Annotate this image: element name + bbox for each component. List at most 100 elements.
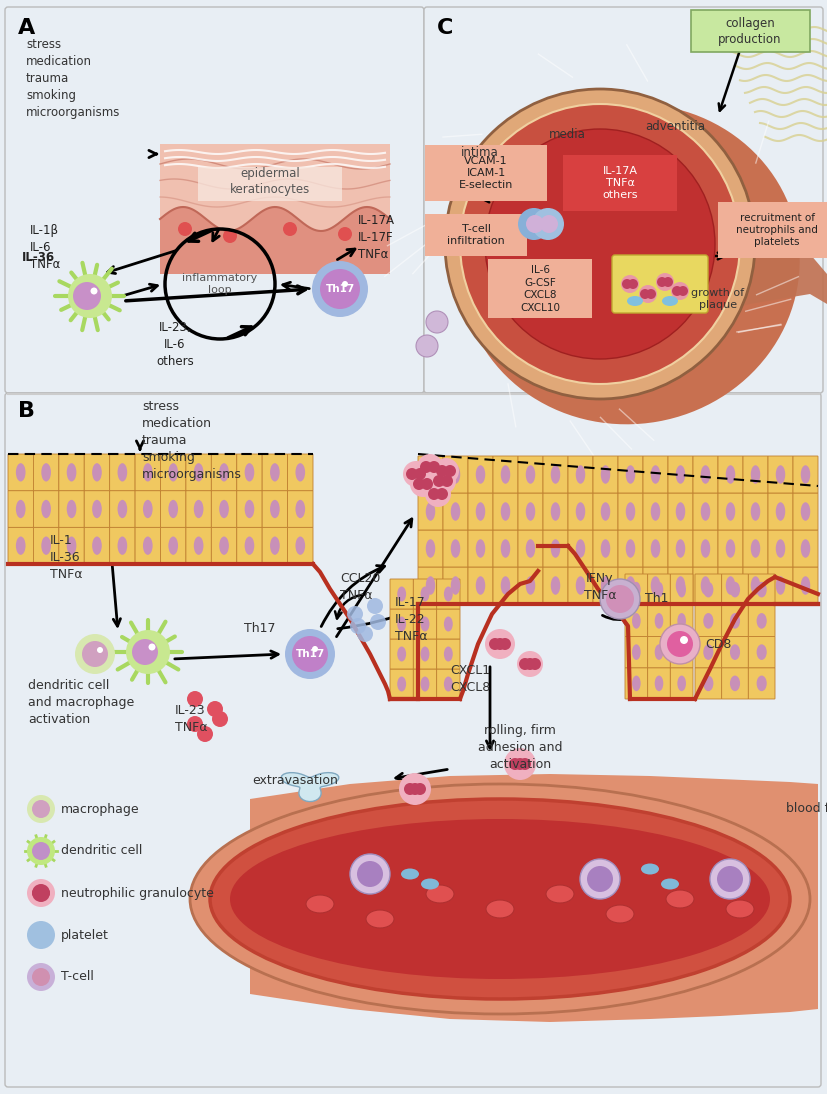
Ellipse shape <box>726 577 735 595</box>
Ellipse shape <box>677 676 686 691</box>
FancyBboxPatch shape <box>543 456 568 493</box>
Ellipse shape <box>306 895 334 913</box>
FancyBboxPatch shape <box>33 454 59 491</box>
Ellipse shape <box>230 819 770 979</box>
Ellipse shape <box>662 296 678 306</box>
FancyBboxPatch shape <box>33 491 59 527</box>
FancyBboxPatch shape <box>493 493 518 529</box>
FancyBboxPatch shape <box>568 529 593 567</box>
Circle shape <box>285 629 335 679</box>
FancyBboxPatch shape <box>414 609 437 639</box>
Circle shape <box>413 478 425 490</box>
Ellipse shape <box>461 104 800 424</box>
Circle shape <box>485 129 715 359</box>
Ellipse shape <box>117 500 127 519</box>
FancyBboxPatch shape <box>5 393 821 1087</box>
Text: stress
medication
trauma
smoking
microorganisms: stress medication trauma smoking microor… <box>26 38 121 119</box>
FancyBboxPatch shape <box>84 454 110 491</box>
Circle shape <box>409 783 421 795</box>
FancyBboxPatch shape <box>648 637 671 667</box>
Circle shape <box>580 859 620 899</box>
Circle shape <box>416 335 438 357</box>
FancyBboxPatch shape <box>718 456 743 493</box>
Circle shape <box>75 635 115 674</box>
Ellipse shape <box>757 582 767 597</box>
Ellipse shape <box>576 577 586 595</box>
Ellipse shape <box>526 502 535 521</box>
Ellipse shape <box>397 586 406 602</box>
Ellipse shape <box>476 577 485 595</box>
Circle shape <box>667 631 693 657</box>
FancyBboxPatch shape <box>722 605 748 637</box>
Circle shape <box>509 758 521 770</box>
Ellipse shape <box>41 536 51 555</box>
Ellipse shape <box>655 613 663 629</box>
Ellipse shape <box>676 465 686 484</box>
Ellipse shape <box>169 500 178 519</box>
Ellipse shape <box>676 539 686 558</box>
Circle shape <box>132 639 158 665</box>
FancyBboxPatch shape <box>110 491 135 527</box>
Ellipse shape <box>245 500 254 519</box>
FancyBboxPatch shape <box>262 454 288 491</box>
Ellipse shape <box>726 900 754 918</box>
Ellipse shape <box>551 502 560 521</box>
Ellipse shape <box>703 676 714 691</box>
Circle shape <box>417 454 443 480</box>
FancyBboxPatch shape <box>418 456 443 493</box>
Circle shape <box>514 758 526 770</box>
FancyBboxPatch shape <box>743 567 768 604</box>
FancyBboxPatch shape <box>691 10 810 53</box>
Ellipse shape <box>169 463 178 481</box>
Ellipse shape <box>295 463 305 481</box>
FancyBboxPatch shape <box>186 454 212 491</box>
FancyBboxPatch shape <box>414 670 437 699</box>
Circle shape <box>32 800 50 818</box>
Ellipse shape <box>661 878 679 889</box>
Ellipse shape <box>726 502 735 521</box>
FancyBboxPatch shape <box>418 493 443 529</box>
Circle shape <box>414 468 426 480</box>
Ellipse shape <box>651 465 660 484</box>
FancyBboxPatch shape <box>743 493 768 529</box>
Text: A: A <box>18 18 36 38</box>
Ellipse shape <box>703 613 714 629</box>
Ellipse shape <box>397 617 406 631</box>
Text: IL-17A
TNFα
others: IL-17A TNFα others <box>602 165 638 200</box>
Circle shape <box>499 638 511 650</box>
Text: IL-36: IL-36 <box>22 251 55 264</box>
Ellipse shape <box>551 577 560 595</box>
Ellipse shape <box>666 891 694 908</box>
Ellipse shape <box>143 500 153 519</box>
FancyBboxPatch shape <box>563 155 677 211</box>
FancyBboxPatch shape <box>59 491 84 527</box>
FancyBboxPatch shape <box>443 493 468 529</box>
Ellipse shape <box>546 885 574 903</box>
FancyBboxPatch shape <box>612 255 708 313</box>
Ellipse shape <box>551 465 560 484</box>
Ellipse shape <box>726 539 735 558</box>
FancyBboxPatch shape <box>568 493 593 529</box>
Circle shape <box>404 783 416 795</box>
Ellipse shape <box>219 463 229 481</box>
Ellipse shape <box>295 536 305 555</box>
FancyBboxPatch shape <box>671 574 693 605</box>
Ellipse shape <box>501 539 510 558</box>
Ellipse shape <box>632 676 641 691</box>
Ellipse shape <box>600 577 610 595</box>
FancyBboxPatch shape <box>648 574 671 605</box>
FancyBboxPatch shape <box>518 529 543 567</box>
FancyBboxPatch shape <box>186 491 212 527</box>
Circle shape <box>27 963 55 991</box>
Text: growth of
plaque: growth of plaque <box>691 288 744 311</box>
FancyBboxPatch shape <box>262 527 288 565</box>
FancyBboxPatch shape <box>671 637 693 667</box>
Ellipse shape <box>16 500 26 519</box>
FancyBboxPatch shape <box>437 670 460 699</box>
Ellipse shape <box>270 536 280 555</box>
Circle shape <box>445 89 755 399</box>
Ellipse shape <box>421 617 429 631</box>
Circle shape <box>357 626 373 642</box>
Ellipse shape <box>730 613 740 629</box>
Ellipse shape <box>426 502 435 521</box>
